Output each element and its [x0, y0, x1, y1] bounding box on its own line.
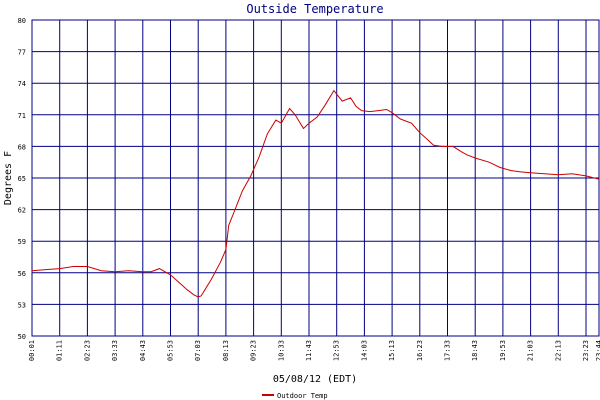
legend-label: Outdoor Temp — [277, 392, 328, 400]
x-tick-label: 23:44 — [595, 340, 600, 361]
x-tick-label: 00:01 — [28, 340, 36, 361]
y-tick-label: 62 — [18, 207, 26, 215]
x-tick-label: 01:11 — [56, 340, 64, 361]
y-tick-label: 56 — [18, 270, 26, 278]
y-tick-label: 59 — [18, 238, 26, 246]
y-tick-label: 80 — [18, 17, 26, 25]
x-tick-label: 14:03 — [360, 340, 368, 361]
x-tick-label: 11:43 — [305, 340, 313, 361]
x-tick-label: 08:13 — [222, 340, 230, 361]
y-tick-label: 65 — [18, 175, 26, 183]
y-tick-label: 53 — [18, 301, 26, 309]
x-tick-label: 02:23 — [83, 340, 91, 361]
x-tick-label: 18:43 — [471, 340, 479, 361]
chart-grid — [31, 19, 600, 337]
y-axis-label: Degrees F — [3, 151, 14, 205]
x-tick-label: 04:43 — [139, 340, 147, 361]
x-tick-label: 15:13 — [388, 340, 396, 361]
x-axis-ticks: 00:01 01:11 02:23 03:33 04:43 05:53 07:03 08:13… — [28, 340, 600, 361]
legend: Outdoor Temp — [262, 392, 328, 400]
x-tick-label: 12:53 — [333, 340, 341, 361]
x-tick-label: 05:53 — [167, 340, 175, 361]
x-tick-label: 09:23 — [250, 340, 258, 361]
y-tick-label: 74 — [18, 80, 26, 88]
chart-title: Outside Temperature — [246, 2, 383, 16]
x-tick-label: 17:33 — [444, 340, 452, 361]
x-axis-label: 05/08/12 (EDT) — [273, 374, 357, 385]
x-tick-label: 21:03 — [527, 340, 535, 361]
series-line-outdoor-temp — [31, 89, 600, 298]
x-tick-label: 03:33 — [111, 340, 119, 361]
y-tick-label: 68 — [18, 143, 26, 151]
y-tick-label: 77 — [18, 49, 26, 57]
x-tick-label: 22:13 — [554, 340, 562, 361]
x-tick-label: 19:53 — [499, 340, 507, 361]
x-tick-label: 10:33 — [277, 340, 285, 361]
y-axis-ticks: 50 53 56 59 62 65 68 71 74 77 80 — [18, 17, 26, 341]
y-tick-label: 50 — [18, 333, 26, 341]
x-tick-label: 07:03 — [194, 340, 202, 361]
x-tick-label: 16:23 — [416, 340, 424, 361]
x-tick-label: 23:23 — [582, 340, 590, 361]
y-tick-label: 71 — [18, 112, 26, 120]
